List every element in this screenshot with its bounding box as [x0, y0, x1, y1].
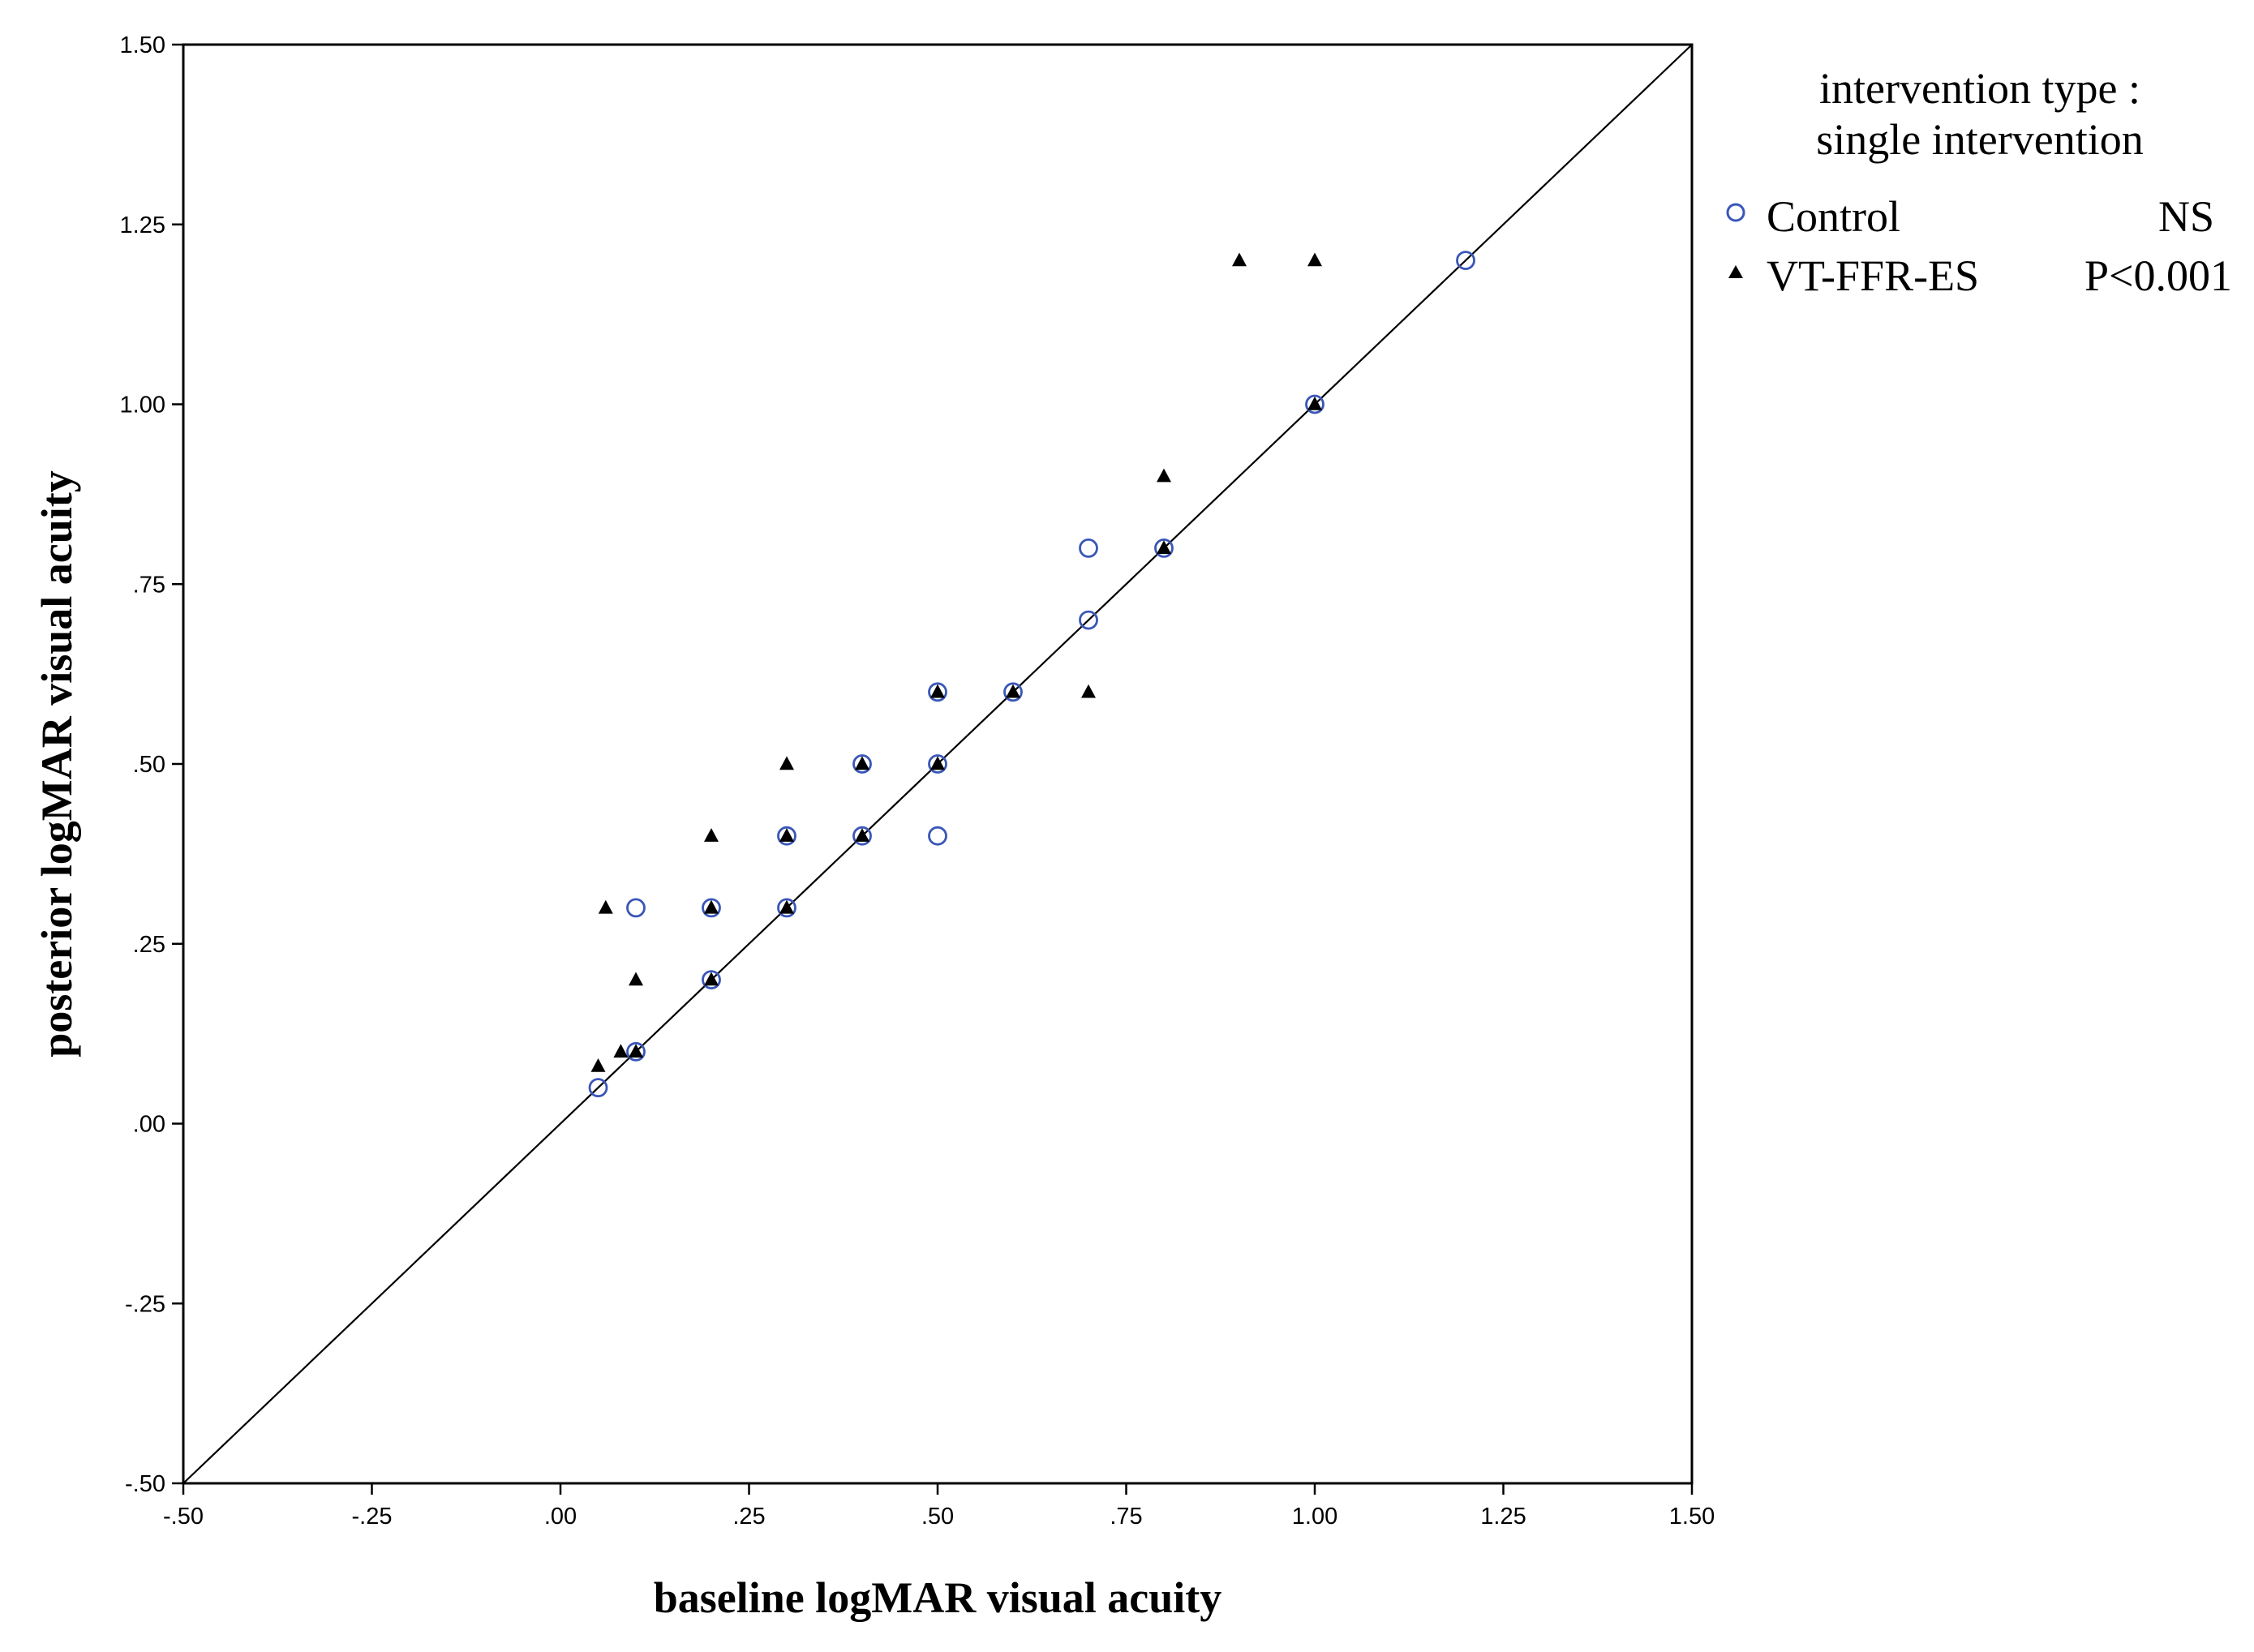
- y-tick-label: 1.00: [120, 393, 165, 418]
- vt-ffr-es-point: [1157, 540, 1171, 555]
- y-tick-label: -.25: [125, 1291, 165, 1317]
- axis-ticks: -.50 -.25 .00 .25 .50 .75 1.00 1.25 1.50 -.50 -.25…: [120, 32, 1715, 1530]
- control-point: [588, 1078, 608, 1098]
- x-tick-label: -.25: [352, 1504, 393, 1530]
- vt-ffr-es-point: [629, 1044, 643, 1058]
- control-point: [702, 898, 721, 918]
- y-tick-label: .00: [133, 1112, 165, 1138]
- control-point: [777, 826, 796, 846]
- control-point: [1305, 394, 1324, 414]
- y-axis-title: posterior logMAR visual acuity: [32, 470, 81, 1057]
- vt-ffr-es-point: [704, 899, 719, 914]
- control-point: [928, 682, 947, 702]
- control-point: [1079, 539, 1098, 558]
- x-tick-label: 1.00: [1292, 1504, 1337, 1530]
- y-tick-label: .50: [133, 752, 165, 778]
- vt-ffr-es-point: [930, 756, 945, 770]
- control-point: [1003, 682, 1023, 702]
- control-point: [1079, 610, 1098, 630]
- legend: intervention type : single intervention …: [1726, 64, 2232, 300]
- vt-ffr-es-point: [779, 899, 794, 914]
- x-tick-label: .25: [732, 1504, 765, 1530]
- control-point: [702, 970, 721, 989]
- vt-ffr-es-point: [704, 828, 719, 842]
- control-point: [1154, 539, 1174, 558]
- control-point: [1456, 251, 1475, 271]
- legend-title-line-2: single intervention: [1816, 115, 2143, 164]
- vt-ffr-es-point: [1006, 684, 1020, 698]
- legend-vtffres-stat: P<0.001: [2084, 251, 2232, 300]
- x-tick-label: 1.25: [1480, 1504, 1526, 1530]
- y-tick-label: 1.25: [120, 212, 165, 238]
- legend-vtffres-marker: [1728, 265, 1743, 278]
- vt-ffr-es-point: [1081, 684, 1096, 698]
- x-axis-title: baseline logMAR visual acuity: [654, 1573, 1222, 1622]
- vt-ffr-es-point: [1307, 396, 1322, 410]
- y-tick-label: 1.50: [120, 32, 165, 58]
- x-tick-label: .75: [1110, 1504, 1142, 1530]
- legend-title-line-1: intervention type :: [1819, 64, 2140, 113]
- control-point: [928, 826, 947, 846]
- legend-control-stat: NS: [2158, 192, 2214, 241]
- vt-ffr-es-point: [629, 972, 643, 986]
- data-points: [588, 251, 1475, 1098]
- y-tick-label: .25: [133, 932, 165, 958]
- control-point: [777, 898, 796, 918]
- vt-ffr-es-point: [1157, 468, 1171, 483]
- vt-ffr-es-point: [779, 828, 794, 842]
- y-tick-label: .75: [133, 572, 165, 598]
- vt-ffr-es-point: [779, 756, 794, 770]
- vt-ffr-es-point: [704, 972, 719, 986]
- x-tick-label: .50: [921, 1504, 954, 1530]
- vt-ffr-es-point: [1307, 252, 1322, 267]
- vt-ffr-es-point: [590, 1058, 606, 1072]
- vt-ffr-es-point: [855, 828, 869, 842]
- legend-control-marker: [1726, 203, 1745, 222]
- vt-ffr-es-point: [855, 756, 869, 770]
- x-tick-label: .00: [544, 1504, 577, 1530]
- vt-ffr-es-point: [613, 1044, 629, 1058]
- legend-vtffres-label: VT-FFR-ES: [1767, 251, 1979, 300]
- vt-ffr-es-point: [598, 899, 613, 914]
- control-point: [852, 826, 872, 846]
- control-point: [626, 898, 646, 918]
- x-tick-label: 1.50: [1669, 1504, 1715, 1530]
- y-tick-label: -.50: [125, 1471, 165, 1497]
- control-point: [852, 754, 872, 774]
- vt-ffr-es-point: [1232, 252, 1247, 267]
- legend-control-label: Control: [1767, 192, 1900, 241]
- x-tick-label: -.50: [163, 1504, 204, 1530]
- control-point: [928, 754, 947, 774]
- vt-ffr-es-point: [930, 684, 945, 698]
- control-point: [626, 1041, 646, 1062]
